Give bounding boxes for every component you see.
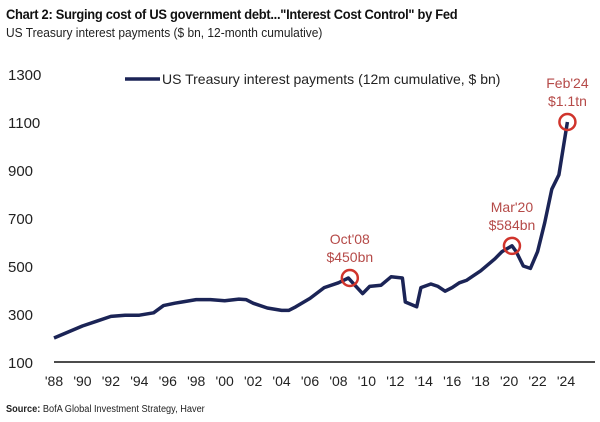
x-tick-label: '22 [528, 373, 546, 389]
annotation-date: Mar'20 [491, 199, 534, 215]
annotation-value: $1.1tn [548, 93, 587, 109]
annotation-circle [502, 236, 522, 256]
y-tick-label: 1300 [8, 67, 41, 84]
x-tick-label: '96 [159, 373, 177, 389]
x-tick-label: '98 [187, 373, 205, 389]
annotation-circle [340, 268, 360, 288]
y-tick-label: 900 [8, 163, 33, 180]
annotation-date: Oct'08 [330, 231, 370, 247]
x-tick-label: '04 [272, 373, 290, 389]
x-tick-label: '18 [472, 373, 490, 389]
source-text: BofA Global Investment Strategy, Haver [42, 404, 205, 415]
legend-label: US Treasury interest payments (12m cumul… [162, 71, 500, 87]
x-tick-label: '92 [102, 373, 120, 389]
x-tick-label: '20 [500, 373, 518, 389]
source-label: Source: [6, 404, 41, 415]
chart-subtitle: US Treasury interest payments ($ bn, 12-… [6, 25, 323, 40]
x-tick-label: '16 [443, 373, 461, 389]
x-tick-label: '12 [386, 373, 404, 389]
y-tick-label: 500 [8, 259, 33, 276]
x-tick-label: '14 [415, 373, 433, 389]
x-tick-label: '00 [216, 373, 234, 389]
x-tick-label: '88 [45, 373, 63, 389]
source-note: Source: BofA Global Investment Strategy,… [6, 404, 205, 415]
x-tick-label: '10 [358, 373, 376, 389]
y-tick-label: 700 [8, 211, 33, 228]
annotation-date: Feb'24 [546, 75, 589, 91]
x-tick-label: '24 [557, 373, 575, 389]
y-tick-label: 1100 [8, 115, 40, 132]
annotation-circle [558, 112, 577, 132]
annotation-value: $450bn [326, 249, 373, 265]
y-tick-label: 100 [8, 355, 33, 372]
annotation-value: $584bn [489, 217, 536, 233]
x-tick-label: '08 [329, 373, 347, 389]
y-tick-label: 300 [8, 307, 33, 324]
x-tick-label: '02 [244, 373, 262, 389]
x-tick-label: '94 [130, 373, 148, 389]
chart-title: Chart 2: Surging cost of US government d… [6, 6, 458, 22]
x-tick-label: '90 [73, 373, 91, 389]
x-tick-label: '06 [301, 373, 319, 389]
